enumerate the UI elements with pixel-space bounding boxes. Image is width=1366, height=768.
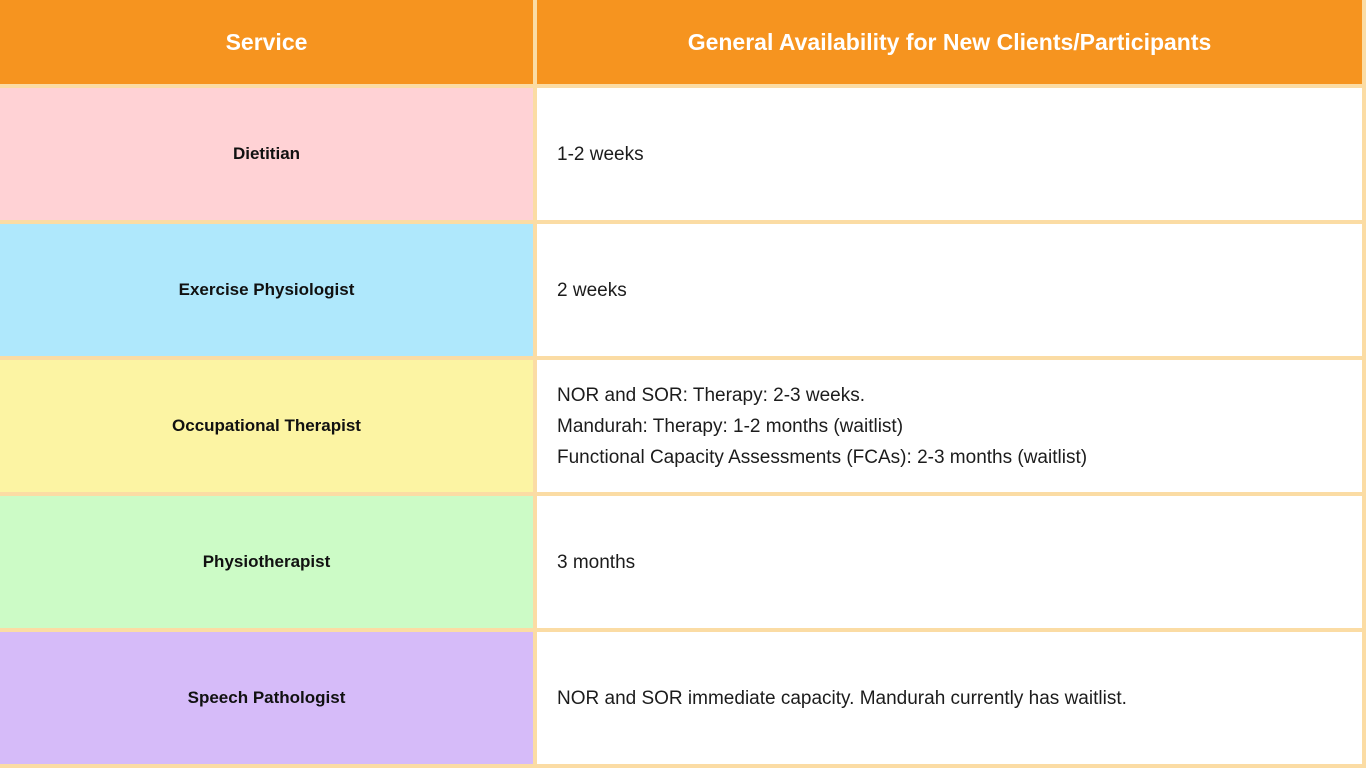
service-cell: Speech Pathologist <box>0 632 533 764</box>
column-header-service: Service <box>0 0 533 84</box>
service-label: Exercise Physiologist <box>178 280 355 299</box>
service-cell: Physiotherapist <box>0 496 533 628</box>
service-label: Occupational Therapist <box>172 416 361 435</box>
service-cell: Dietitian <box>0 88 533 220</box>
availability-cell: 1-2 weeks <box>537 88 1362 220</box>
column-header-availability: General Availability for New Clients/Par… <box>537 0 1362 84</box>
availability-line: Functional Capacity Assessments (FCAs): … <box>557 446 1088 468</box>
service-cell: Exercise Physiologist <box>0 224 533 356</box>
availability-cell: NOR and SOR: Therapy: 2-3 weeks. Mandurah… <box>537 360 1362 492</box>
availability-line: NOR and SOR: Therapy: 2-3 weeks. <box>557 384 865 406</box>
availability-cell: 2 weeks <box>537 224 1362 356</box>
service-label: Physiotherapist <box>202 552 331 571</box>
availability-line: Mandurah: Therapy: 1-2 months (waitlist) <box>557 415 904 437</box>
availability-line: 3 months <box>557 551 636 573</box>
service-cell: Occupational Therapist <box>0 360 533 492</box>
availability-line: NOR and SOR immediate capacity. Mandurah… <box>557 687 1127 709</box>
availability-line: 1-2 weeks <box>557 143 644 165</box>
availability-cell: NOR and SOR immediate capacity. Mandurah… <box>537 632 1362 764</box>
service-label: Dietitian <box>232 144 301 163</box>
availability-line: 2 weeks <box>557 279 627 301</box>
service-label: Speech Pathologist <box>187 688 346 707</box>
availability-cell: 3 months <box>537 496 1362 628</box>
